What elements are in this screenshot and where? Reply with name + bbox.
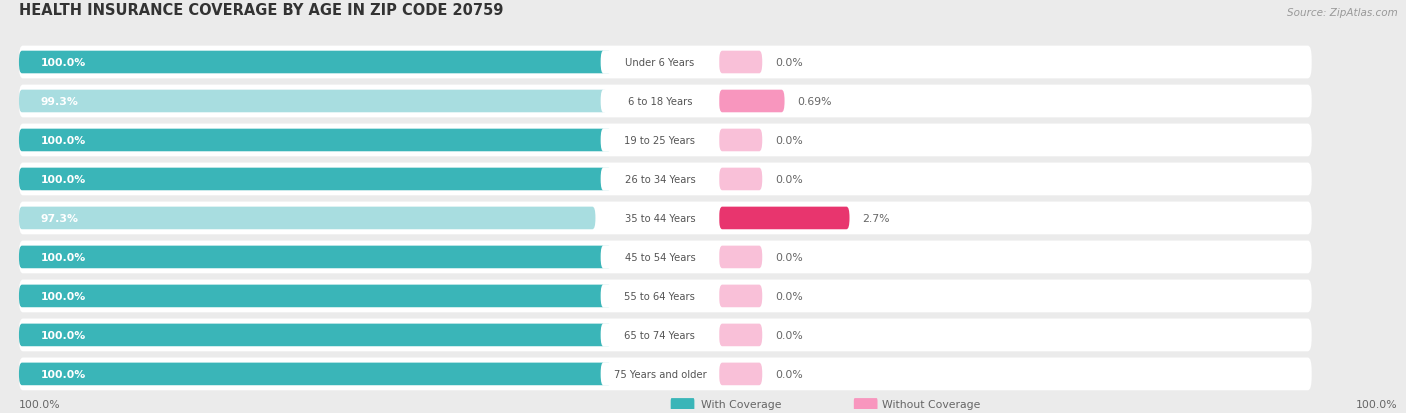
FancyBboxPatch shape bbox=[18, 168, 612, 191]
Text: 2.7%: 2.7% bbox=[862, 214, 890, 223]
Text: 100.0%: 100.0% bbox=[41, 175, 86, 185]
Text: 100.0%: 100.0% bbox=[41, 252, 86, 262]
FancyBboxPatch shape bbox=[18, 202, 1312, 235]
FancyBboxPatch shape bbox=[718, 363, 762, 385]
Text: 0.0%: 0.0% bbox=[775, 175, 803, 185]
FancyBboxPatch shape bbox=[18, 280, 1312, 313]
FancyBboxPatch shape bbox=[718, 52, 762, 74]
Text: Under 6 Years: Under 6 Years bbox=[626, 58, 695, 68]
Text: 0.0%: 0.0% bbox=[775, 369, 803, 379]
Text: 100.0%: 100.0% bbox=[41, 369, 86, 379]
FancyBboxPatch shape bbox=[18, 241, 1312, 274]
FancyBboxPatch shape bbox=[18, 319, 1312, 351]
Text: 45 to 54 Years: 45 to 54 Years bbox=[624, 252, 696, 262]
Text: 0.69%: 0.69% bbox=[797, 97, 832, 107]
Text: 97.3%: 97.3% bbox=[41, 214, 79, 223]
Text: 75 Years and older: 75 Years and older bbox=[613, 369, 706, 379]
FancyBboxPatch shape bbox=[718, 90, 785, 113]
FancyBboxPatch shape bbox=[600, 362, 718, 386]
FancyBboxPatch shape bbox=[18, 47, 1312, 79]
FancyBboxPatch shape bbox=[671, 398, 695, 411]
Text: With Coverage: With Coverage bbox=[700, 399, 782, 409]
FancyBboxPatch shape bbox=[18, 124, 1312, 157]
FancyBboxPatch shape bbox=[18, 207, 595, 230]
Text: 100.0%: 100.0% bbox=[41, 330, 86, 340]
FancyBboxPatch shape bbox=[600, 168, 718, 191]
FancyBboxPatch shape bbox=[718, 207, 849, 230]
FancyBboxPatch shape bbox=[600, 51, 718, 74]
FancyBboxPatch shape bbox=[18, 163, 1312, 196]
FancyBboxPatch shape bbox=[18, 90, 607, 113]
Text: 100.0%: 100.0% bbox=[41, 291, 86, 301]
Text: HEALTH INSURANCE COVERAGE BY AGE IN ZIP CODE 20759: HEALTH INSURANCE COVERAGE BY AGE IN ZIP … bbox=[18, 3, 503, 18]
FancyBboxPatch shape bbox=[718, 285, 762, 308]
Text: 100.0%: 100.0% bbox=[41, 58, 86, 68]
Text: 100.0%: 100.0% bbox=[41, 135, 86, 146]
Text: 0.0%: 0.0% bbox=[775, 252, 803, 262]
Text: 19 to 25 Years: 19 to 25 Years bbox=[624, 135, 696, 146]
FancyBboxPatch shape bbox=[600, 246, 718, 269]
Text: 99.3%: 99.3% bbox=[41, 97, 79, 107]
Text: 100.0%: 100.0% bbox=[18, 399, 60, 409]
FancyBboxPatch shape bbox=[853, 398, 877, 411]
Text: 26 to 34 Years: 26 to 34 Years bbox=[624, 175, 696, 185]
FancyBboxPatch shape bbox=[600, 90, 718, 114]
Text: 0.0%: 0.0% bbox=[775, 135, 803, 146]
Text: 55 to 64 Years: 55 to 64 Years bbox=[624, 291, 696, 301]
FancyBboxPatch shape bbox=[600, 323, 718, 347]
Text: Without Coverage: Without Coverage bbox=[882, 399, 980, 409]
FancyBboxPatch shape bbox=[18, 324, 612, 347]
Text: 100.0%: 100.0% bbox=[1357, 399, 1398, 409]
Text: 6 to 18 Years: 6 to 18 Years bbox=[627, 97, 692, 107]
Text: 0.0%: 0.0% bbox=[775, 58, 803, 68]
FancyBboxPatch shape bbox=[600, 129, 718, 152]
FancyBboxPatch shape bbox=[18, 358, 1312, 390]
FancyBboxPatch shape bbox=[18, 129, 612, 152]
FancyBboxPatch shape bbox=[718, 168, 762, 191]
FancyBboxPatch shape bbox=[718, 324, 762, 347]
Text: 0.0%: 0.0% bbox=[775, 291, 803, 301]
FancyBboxPatch shape bbox=[600, 207, 718, 230]
Text: Source: ZipAtlas.com: Source: ZipAtlas.com bbox=[1286, 8, 1398, 18]
FancyBboxPatch shape bbox=[18, 363, 612, 385]
FancyBboxPatch shape bbox=[718, 246, 762, 268]
Text: 0.0%: 0.0% bbox=[775, 330, 803, 340]
Text: 35 to 44 Years: 35 to 44 Years bbox=[624, 214, 695, 223]
FancyBboxPatch shape bbox=[718, 129, 762, 152]
Text: 65 to 74 Years: 65 to 74 Years bbox=[624, 330, 696, 340]
FancyBboxPatch shape bbox=[18, 285, 612, 308]
FancyBboxPatch shape bbox=[600, 285, 718, 308]
FancyBboxPatch shape bbox=[18, 52, 612, 74]
FancyBboxPatch shape bbox=[18, 246, 612, 268]
FancyBboxPatch shape bbox=[18, 85, 1312, 118]
